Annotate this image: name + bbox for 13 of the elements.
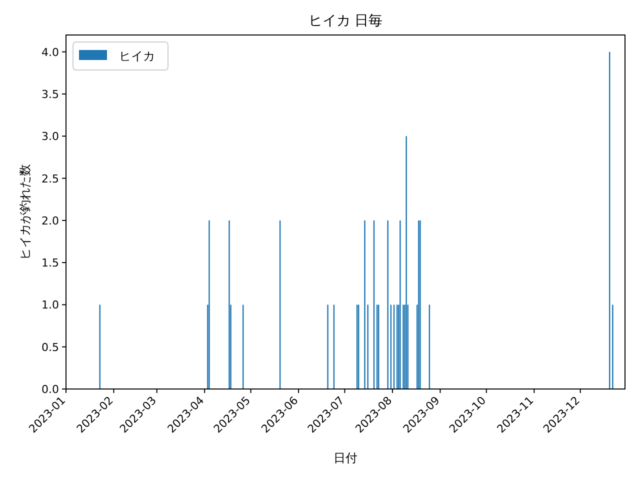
y-tick-label: 2.5 (42, 172, 59, 186)
y-tick-label: 0.0 (42, 383, 59, 396)
y-tick-label: 1.5 (42, 256, 59, 270)
y-tick-label: 0.5 (42, 340, 59, 354)
chart-title: ヒイカ 日毎 (308, 13, 383, 29)
y-tick-label: 3.0 (42, 130, 59, 144)
x-axis-title: 日付 (334, 451, 358, 465)
y-tick-label: 1.0 (42, 298, 59, 312)
y-axis-title: ヒイカが釣れた数 (18, 164, 32, 260)
y-tick-label: 3.5 (42, 88, 59, 101)
legend-label: ヒイカ (119, 49, 155, 63)
y-tick-label: 4.0 (42, 46, 59, 59)
y-tick-label: 2.0 (42, 214, 59, 228)
